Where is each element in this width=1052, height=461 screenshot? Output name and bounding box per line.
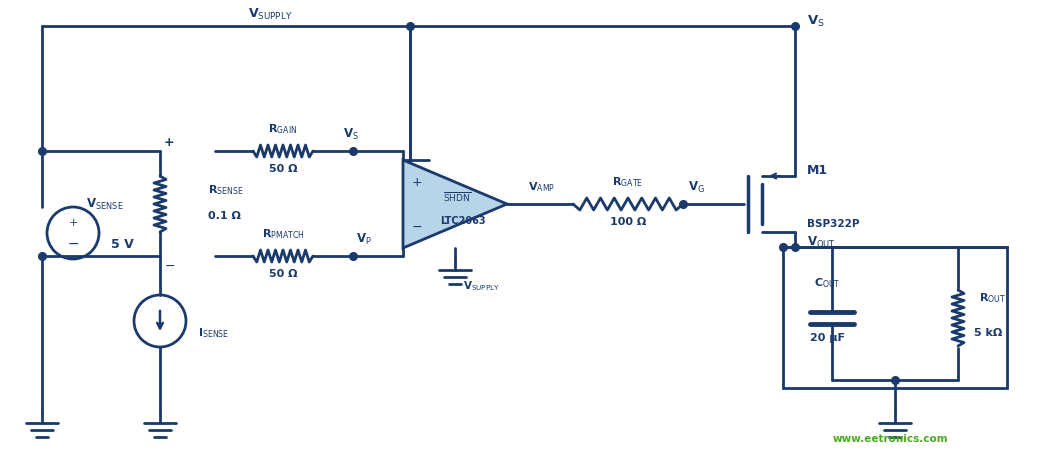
Text: 0.1 Ω: 0.1 Ω: [208, 211, 241, 221]
Text: $\mathbf{R}_{\rm GATE}$: $\mathbf{R}_{\rm GATE}$: [612, 175, 644, 189]
Text: $\mathbf{V}_{\rm S}$: $\mathbf{V}_{\rm S}$: [807, 13, 825, 29]
Text: $\mathbf{C}_{\rm OUT}$: $\mathbf{C}_{\rm OUT}$: [813, 276, 841, 290]
Text: 5 kΩ: 5 kΩ: [974, 328, 1003, 338]
Text: $\mathbf{V}_{\rm S}$: $\mathbf{V}_{\rm S}$: [343, 126, 359, 142]
Text: $\mathbf{V}_{\rm SUPPLY}$: $\mathbf{V}_{\rm SUPPLY}$: [463, 279, 500, 293]
Text: 5 V: 5 V: [112, 238, 134, 252]
Text: 50 Ω: 50 Ω: [268, 164, 298, 174]
Text: $\mathbf{R}_{\rm OUT}$: $\mathbf{R}_{\rm OUT}$: [979, 291, 1007, 305]
Text: $\mathbf{R}_{\rm PMATCH}$: $\mathbf{R}_{\rm PMATCH}$: [262, 227, 304, 241]
Polygon shape: [403, 160, 507, 248]
Text: 20 μF: 20 μF: [809, 333, 845, 343]
Text: $\mathbf{I}_{\rm SENSE}$: $\mathbf{I}_{\rm SENSE}$: [198, 326, 229, 340]
Text: $+$: $+$: [68, 218, 78, 229]
Text: $\mathbf{V}_{\rm AMP}$: $\mathbf{V}_{\rm AMP}$: [528, 180, 555, 194]
Text: $\mathbf{V}_{\rm SUPPLY}$: $\mathbf{V}_{\rm SUPPLY}$: [248, 6, 292, 22]
Text: M1: M1: [807, 165, 828, 177]
Text: $\mathbf{V}_{\rm SENSE}$: $\mathbf{V}_{\rm SENSE}$: [86, 196, 124, 212]
Text: +: +: [164, 136, 175, 148]
Text: $\mathbf{R}_{\rm GAIN}$: $\mathbf{R}_{\rm GAIN}$: [268, 122, 298, 136]
Text: $-$: $-$: [67, 236, 79, 250]
Text: $\mathbf{V}_{\rm P}$: $\mathbf{V}_{\rm P}$: [356, 231, 371, 247]
Text: $-$: $-$: [411, 219, 423, 232]
Text: BSP322P: BSP322P: [807, 219, 859, 229]
Text: LTC2063: LTC2063: [440, 216, 486, 226]
Bar: [783, 247, 1007, 388]
Text: $+$: $+$: [411, 176, 423, 189]
Text: $\overline{\rm SHDN}$: $\overline{\rm SHDN}$: [443, 190, 471, 204]
Text: $\mathbf{V}_{\rm G}$: $\mathbf{V}_{\rm G}$: [688, 179, 705, 195]
Text: www.eetronics.com: www.eetronics.com: [832, 434, 948, 444]
Text: 100 Ω: 100 Ω: [610, 217, 646, 227]
Text: 50 Ω: 50 Ω: [268, 269, 298, 279]
Text: $\mathbf{V}_{\rm OUT}$: $\mathbf{V}_{\rm OUT}$: [807, 235, 835, 249]
Text: $\mathbf{R}_{\rm SENSE}$: $\mathbf{R}_{\rm SENSE}$: [208, 183, 244, 197]
Text: $-$: $-$: [164, 259, 175, 272]
